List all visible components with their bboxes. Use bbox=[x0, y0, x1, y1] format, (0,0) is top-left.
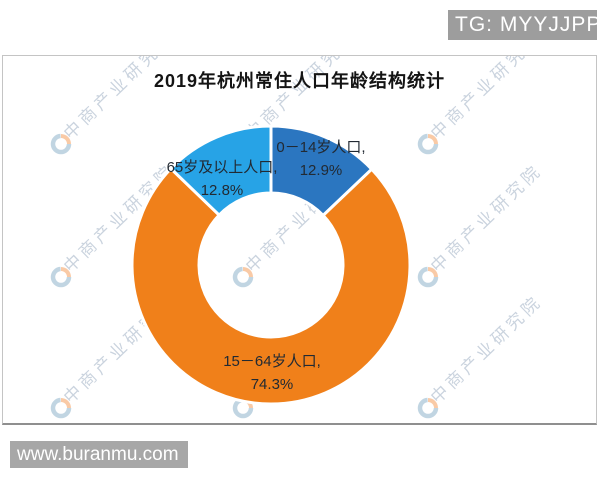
watermark-text: 中商产业研究院 bbox=[426, 424, 546, 425]
watermark-logo-icon bbox=[50, 397, 72, 419]
slice-label-0-14-name: 0－14岁人口, bbox=[276, 139, 366, 156]
slice-label-0-14: 0－14岁人口, 12.9% bbox=[236, 136, 406, 182]
watermark-text: 中商产业研究院 bbox=[241, 424, 361, 425]
watermark-text: 中商产业研究院 bbox=[427, 160, 547, 277]
watermark-logo-icon bbox=[417, 266, 439, 288]
watermark-text: 中商产业研究院 bbox=[59, 424, 179, 425]
watermark-text: 中商产业研究院 bbox=[427, 291, 547, 408]
footer-link[interactable]: www.buranmu.com bbox=[10, 441, 188, 468]
watermark-logo-icon bbox=[50, 133, 72, 155]
chart-title: 2019年杭州常住人口年龄结构统计 bbox=[153, 71, 446, 91]
chart-panel: 中商产业研究院 中商产业研究院 中商产业研究院 中商产业研究院 中商产业研究院 中商产业研… bbox=[2, 55, 597, 425]
tg-badge: TG: MYYJJPP bbox=[448, 10, 600, 40]
slice-label-65plus: 65岁及以上人口, 12.8% bbox=[137, 156, 307, 202]
watermark-logo-icon bbox=[50, 266, 72, 288]
watermark-logo-icon bbox=[417, 133, 439, 155]
slice-label-15-64: 15－64岁人口, 74.3% bbox=[187, 350, 357, 396]
watermark-logo-icon bbox=[417, 397, 439, 419]
slice-label-15-64-name: 15－64岁人口, bbox=[223, 353, 321, 370]
donut-chart bbox=[130, 124, 412, 406]
donut-slice-15－64岁人口 bbox=[130, 166, 412, 406]
slice-label-65plus-name: 65岁及以上人口, bbox=[166, 159, 278, 176]
slice-label-65plus-value: 12.8% bbox=[200, 182, 244, 199]
slice-label-0-14-value: 12.9% bbox=[299, 162, 343, 179]
slice-label-15-64-value: 74.3% bbox=[250, 376, 294, 393]
